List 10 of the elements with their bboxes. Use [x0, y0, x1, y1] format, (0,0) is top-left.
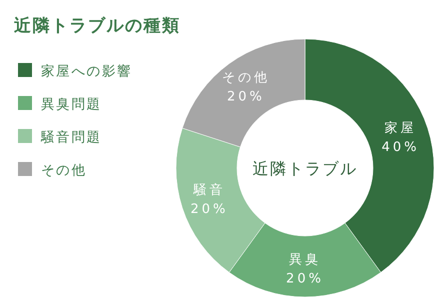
data-label: 家屋 40% — [382, 120, 420, 155]
legend-label: 異臭問題 — [41, 96, 102, 112]
data-label: その他 20% — [222, 70, 270, 105]
legend-label: 騒音問題 — [40, 130, 102, 146]
legend-label: 家屋への影響 — [41, 64, 132, 80]
text: 近隣トラブル — [252, 159, 358, 178]
data-label: 騒音 20% — [190, 183, 228, 218]
chart-title: 近隣トラブルの種類 — [13, 16, 180, 36]
legend-label: その他 — [41, 162, 87, 178]
data-label: 異臭 20% — [286, 252, 324, 286]
